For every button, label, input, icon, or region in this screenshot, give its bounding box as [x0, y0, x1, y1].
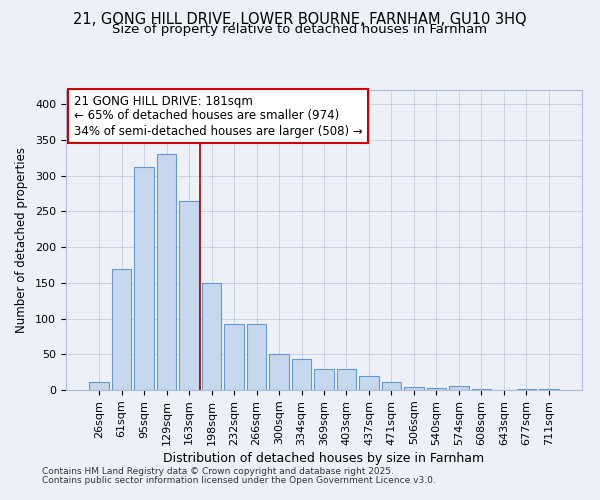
Bar [314, 370, 334, 390]
Bar [539, 388, 559, 390]
Bar [224, 324, 244, 390]
Bar [449, 386, 469, 390]
Text: Size of property relative to detached houses in Farnham: Size of property relative to detached ho… [112, 22, 488, 36]
Bar [89, 382, 109, 390]
Bar [157, 154, 176, 390]
Bar [404, 387, 424, 390]
Bar [382, 382, 401, 390]
Bar [427, 388, 446, 390]
Bar [247, 324, 266, 390]
Text: Contains HM Land Registry data © Crown copyright and database right 2025.: Contains HM Land Registry data © Crown c… [42, 467, 394, 476]
Bar [179, 200, 199, 390]
X-axis label: Distribution of detached houses by size in Farnham: Distribution of detached houses by size … [163, 452, 485, 464]
Bar [337, 370, 356, 390]
Bar [112, 268, 131, 390]
Bar [292, 360, 311, 390]
Bar [202, 283, 221, 390]
Text: Contains public sector information licensed under the Open Government Licence v3: Contains public sector information licen… [42, 476, 436, 485]
Y-axis label: Number of detached properties: Number of detached properties [15, 147, 28, 333]
Text: 21 GONG HILL DRIVE: 181sqm
← 65% of detached houses are smaller (974)
34% of sem: 21 GONG HILL DRIVE: 181sqm ← 65% of deta… [74, 94, 362, 138]
Text: 21, GONG HILL DRIVE, LOWER BOURNE, FARNHAM, GU10 3HQ: 21, GONG HILL DRIVE, LOWER BOURNE, FARNH… [73, 12, 527, 28]
Bar [134, 167, 154, 390]
Bar [359, 376, 379, 390]
Bar [269, 354, 289, 390]
